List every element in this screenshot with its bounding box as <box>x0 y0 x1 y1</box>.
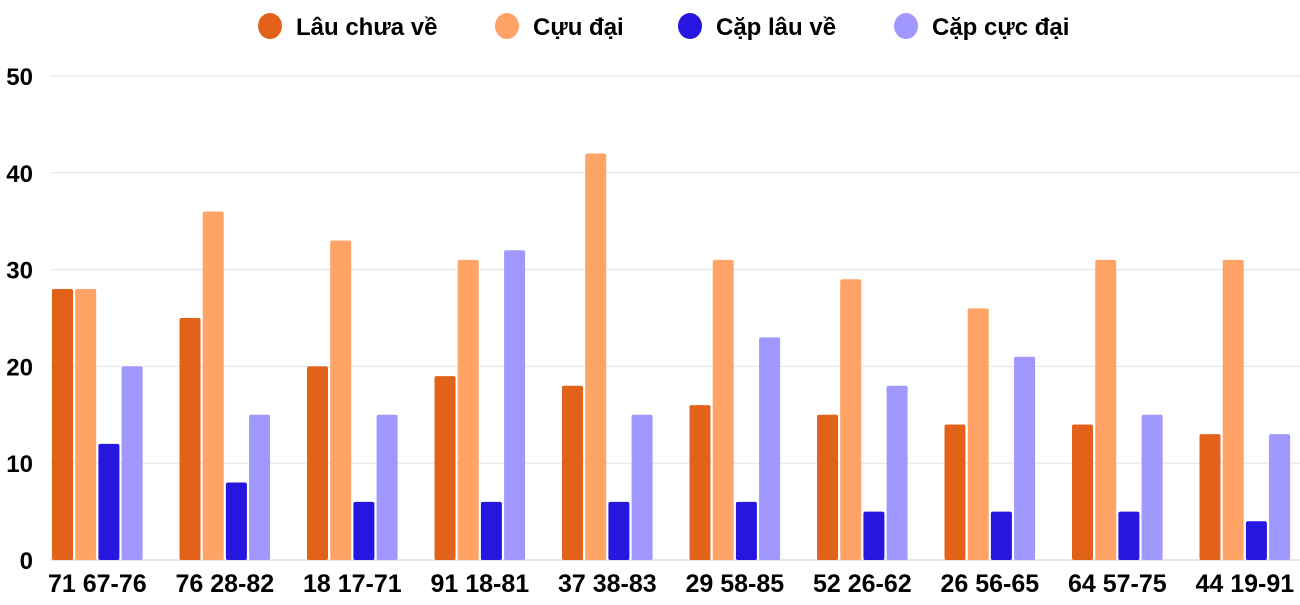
bar-1-8 <box>944 424 966 560</box>
legend-swatch-icon <box>894 13 918 39</box>
bar-1-10 <box>1199 434 1221 560</box>
bar-1-2 <box>179 318 201 560</box>
bars <box>52 153 1291 561</box>
legend-item[interactable]: Cặp lâu về <box>678 13 836 41</box>
legend-item[interactable]: Cặp cực đại <box>894 13 1069 41</box>
bar-3-2 <box>225 482 247 560</box>
bar-2-6 <box>712 259 734 560</box>
bar-4-9 <box>1141 414 1163 560</box>
x-tick-label: 26 56-65 <box>940 570 1039 598</box>
legend-label: Cựu đại <box>533 14 624 41</box>
bar-4-1 <box>121 366 143 560</box>
legend-swatch-icon <box>258 13 282 39</box>
bar-3-1 <box>98 443 120 560</box>
x-tick-label: 44 19-91 <box>1195 570 1294 598</box>
bar-4-7 <box>886 385 908 560</box>
bar-2-1 <box>75 288 97 560</box>
legend: Lâu chưa về Cựu đại Cặp lâu về Cặp cực đại <box>258 13 1069 41</box>
bar-2-5 <box>585 153 607 560</box>
bar-2-3 <box>330 240 352 560</box>
legend-label: Cặp lâu về <box>716 14 836 41</box>
legend-swatch-icon <box>678 13 702 39</box>
bar-1-1 <box>52 288 73 560</box>
bar-3-10 <box>1245 521 1267 560</box>
x-tick-label: 76 28-82 <box>175 570 274 598</box>
legend-item[interactable]: Lâu chưa về <box>258 13 437 41</box>
bar-1-5 <box>562 385 583 560</box>
bar-2-10 <box>1222 259 1244 560</box>
y-tick-label: 0 <box>20 548 33 575</box>
bar-1-4 <box>434 376 456 560</box>
x-tick-label: 29 58-85 <box>685 570 784 598</box>
bar-1-3 <box>307 366 328 560</box>
x-tick-label: 91 18-81 <box>430 570 529 598</box>
bar-2-8 <box>967 308 989 560</box>
bar-3-3 <box>353 501 375 560</box>
legend-swatch-icon <box>495 13 519 39</box>
bar-4-10 <box>1269 434 1291 560</box>
bar-4-8 <box>1014 356 1036 560</box>
bar-4-4 <box>504 250 526 561</box>
bar-2-4 <box>457 259 479 560</box>
bar-1-7 <box>817 414 838 560</box>
legend-item[interactable]: Cựu đại <box>495 13 624 41</box>
x-tick-label: 18 17-71 <box>303 570 402 598</box>
legend-label: Cặp cực đại <box>932 14 1069 41</box>
bar-2-9 <box>1095 259 1117 560</box>
y-tick-label: 40 <box>6 161 33 188</box>
grid: 0 10 20 30 40 50 <box>6 64 1300 575</box>
y-tick-label: 20 <box>6 354 33 381</box>
bar-1-9 <box>1072 424 1093 560</box>
bar-2-2 <box>202 211 224 560</box>
x-tick-label: 52 26-62 <box>813 570 912 598</box>
bar-3-4 <box>480 501 502 560</box>
bar-4-3 <box>376 414 398 560</box>
bar-4-5 <box>631 414 653 560</box>
bar-3-9 <box>1118 511 1140 560</box>
x-tick-label: 37 38-83 <box>558 570 657 598</box>
x-tick-label: 64 57-75 <box>1068 570 1167 598</box>
y-tick-label: 30 <box>6 258 33 285</box>
bar-3-6 <box>735 501 757 560</box>
bar-4-6 <box>759 337 781 560</box>
bar-1-6 <box>689 405 711 560</box>
bar-3-5 <box>608 501 630 560</box>
x-axis-labels: 71 67-76 76 28-82 18 17-71 91 18-81 37 38-83… <box>48 570 1294 598</box>
y-tick-label: 10 <box>6 451 33 478</box>
x-tick-label: 71 67-76 <box>48 570 147 598</box>
legend-label: Lâu chưa về <box>296 14 437 41</box>
bar-3-7 <box>863 511 885 560</box>
y-tick-label: 50 <box>6 64 33 91</box>
bar-4-2 <box>249 414 271 560</box>
bar-2-7 <box>840 279 862 560</box>
bar-3-8 <box>990 511 1012 560</box>
